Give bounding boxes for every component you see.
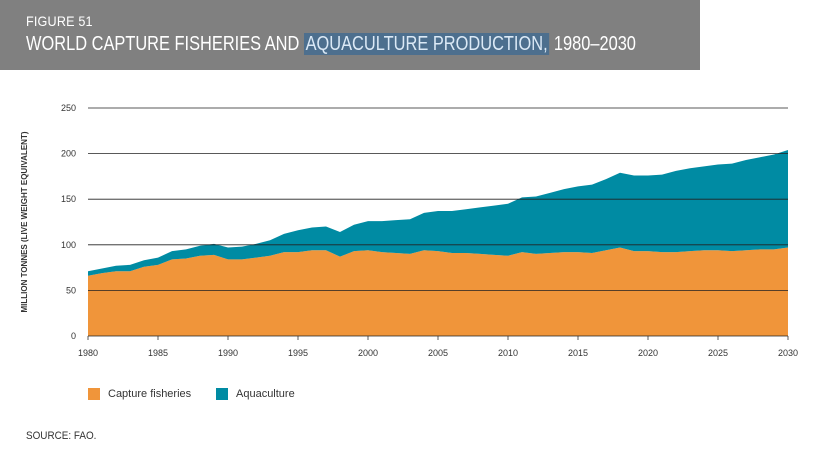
x-tick-label: 2030 — [778, 348, 798, 358]
x-tick-label: 1995 — [288, 348, 308, 358]
y-tick-label: 50 — [66, 285, 76, 295]
x-tick-label: 2020 — [638, 348, 658, 358]
x-tick-label: 1990 — [218, 348, 238, 358]
y-tick-label: 200 — [61, 149, 76, 159]
x-tick-label: 1985 — [148, 348, 168, 358]
source-note: SOURCE: FAO. — [26, 430, 97, 442]
legend-label-capture: Capture fisheries — [108, 388, 192, 400]
y-tick-label: 150 — [61, 194, 76, 204]
legend-swatch-aquaculture — [216, 388, 228, 400]
y-tick-label: 0 — [71, 331, 76, 341]
x-tick-label: 2015 — [568, 348, 588, 358]
legend-item-aquaculture: Aquaculture — [216, 388, 295, 400]
x-tick-label: 2005 — [428, 348, 448, 358]
legend-item-capture: Capture fisheries — [88, 388, 191, 400]
figure-title: WORLD CAPTURE FISHERIES AND AQUACULTURE … — [26, 33, 636, 56]
x-tick-label: 1980 — [78, 348, 98, 358]
y-tick-label: 100 — [61, 240, 76, 250]
area-series-capture-fisheries — [88, 247, 788, 336]
figure-number: FIGURE 51 — [26, 13, 93, 29]
title-part-2: 1980–2030 — [549, 33, 636, 55]
area-series-aquaculture — [88, 149, 788, 276]
area-layer — [88, 149, 788, 336]
x-tick-label: 2025 — [708, 348, 728, 358]
legend-swatch-capture — [88, 388, 100, 400]
y-axis-ticks: 0 50 100 150 200 250 — [61, 103, 76, 341]
title-part-1: WORLD CAPTURE FISHERIES AND — [26, 33, 304, 55]
y-axis-label: MILLION TONNES (LIVE WEIGHT EQUIVALENT) — [20, 131, 29, 313]
x-tick-label: 2010 — [498, 348, 518, 358]
title-highlight: AQUACULTURE PRODUCTION, — [303, 33, 550, 55]
x-axis-ticks: 1980 1985 1990 1995 2000 2005 2010 2015 2020 2025… — [78, 336, 798, 358]
figure-header: FIGURE 51 WORLD CAPTURE FISHERIES AND AQ… — [0, 0, 700, 70]
legend-label-aquaculture: Aquaculture — [236, 388, 295, 400]
y-tick-label: 250 — [61, 103, 76, 113]
x-tick-label: 2000 — [358, 348, 378, 358]
